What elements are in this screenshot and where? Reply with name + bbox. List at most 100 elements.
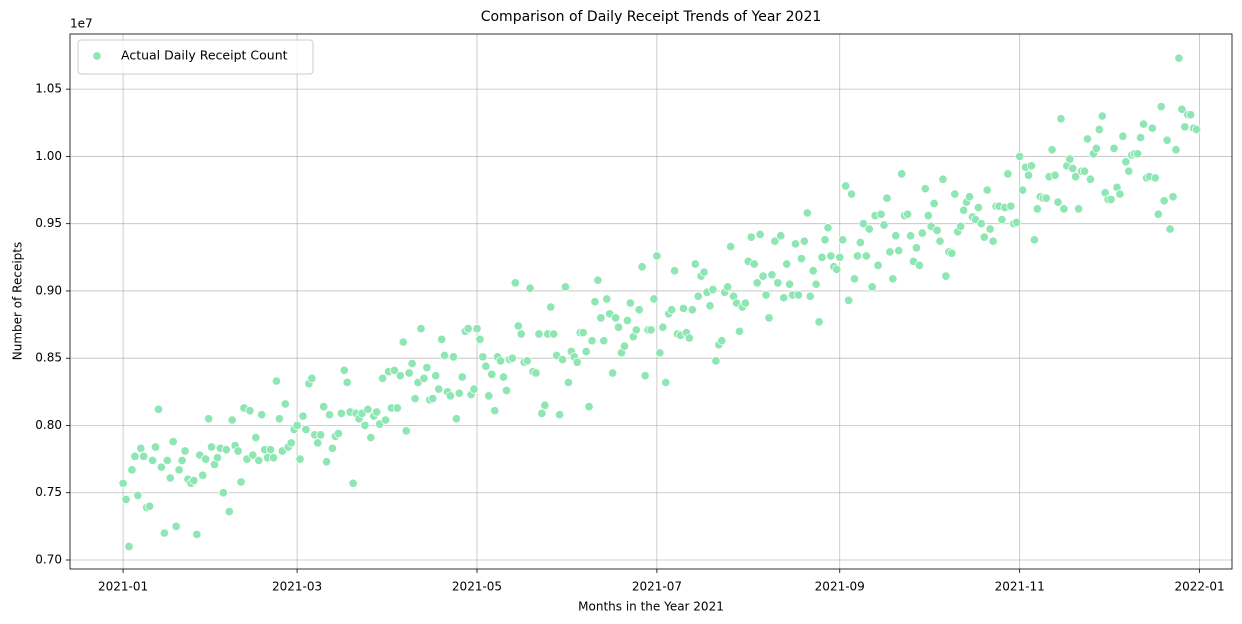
data-point — [1032, 204, 1042, 214]
data-point — [658, 322, 668, 332]
x-tick-label: 2021-01 — [98, 580, 148, 594]
data-point — [419, 373, 429, 383]
y-tick-label: 0.85 — [35, 351, 62, 365]
data-point — [1153, 209, 1163, 219]
data-point — [481, 361, 491, 371]
data-point — [670, 266, 680, 276]
data-point — [726, 241, 736, 252]
data-point — [740, 298, 750, 308]
data-point — [1180, 122, 1190, 132]
data-point — [472, 324, 482, 334]
data-point — [805, 291, 815, 301]
data-point — [841, 181, 851, 191]
data-point — [531, 368, 541, 378]
data-point — [171, 521, 181, 531]
data-point — [1109, 143, 1119, 153]
data-point — [525, 283, 535, 293]
data-point — [614, 322, 624, 332]
data-point — [165, 473, 175, 483]
data-point — [938, 174, 948, 184]
data-point — [445, 391, 456, 401]
data-point — [1029, 235, 1039, 245]
data-point — [1097, 111, 1107, 121]
data-point — [1006, 201, 1016, 211]
data-point — [212, 453, 223, 463]
data-point — [767, 270, 777, 280]
data-point — [286, 438, 296, 448]
data-point — [873, 260, 883, 270]
data-point — [897, 169, 907, 179]
data-point — [599, 336, 609, 346]
data-point — [204, 414, 214, 424]
data-point — [192, 529, 202, 539]
data-point — [622, 315, 632, 326]
data-point — [1121, 157, 1131, 167]
data-point — [846, 189, 857, 199]
legend-box — [77, 39, 314, 75]
data-point — [637, 262, 647, 272]
data-point — [1068, 163, 1078, 174]
data-point — [451, 414, 461, 424]
data-point — [593, 275, 603, 285]
data-point — [779, 293, 789, 303]
data-point — [879, 220, 889, 230]
data-point — [1162, 135, 1172, 145]
data-point — [917, 228, 927, 238]
data-point — [280, 399, 290, 409]
data-point — [401, 426, 411, 436]
data-point — [1156, 102, 1166, 112]
data-point — [428, 394, 438, 404]
data-point — [416, 324, 426, 334]
data-point — [339, 365, 349, 375]
x-axis-label: Months in the Year 2021 — [578, 600, 724, 614]
data-point — [649, 294, 659, 304]
grid — [70, 34, 1232, 569]
data-point — [378, 373, 388, 383]
data-point — [811, 279, 821, 289]
data-point — [1026, 161, 1037, 171]
data-point — [835, 252, 845, 262]
data-point — [555, 410, 565, 420]
data-point — [619, 341, 630, 351]
data-point — [1094, 124, 1104, 135]
data-point — [652, 251, 662, 261]
data-point — [410, 394, 420, 404]
data-point — [145, 501, 155, 511]
data-point — [1159, 196, 1169, 206]
data-point — [121, 494, 131, 505]
data-point — [655, 348, 665, 358]
data-point — [295, 454, 305, 464]
data-point — [1133, 149, 1143, 159]
data-point — [640, 371, 650, 381]
data-point — [584, 402, 594, 412]
data-point — [790, 239, 801, 249]
data-point — [319, 402, 329, 412]
data-point — [510, 278, 520, 288]
data-point — [174, 465, 184, 475]
data-point — [1003, 169, 1013, 179]
data-point — [1047, 145, 1057, 155]
data-point — [611, 313, 621, 323]
data-point — [761, 290, 771, 300]
data-point — [1115, 189, 1125, 199]
data-point — [793, 290, 804, 300]
data-point — [434, 384, 444, 394]
data-point — [905, 231, 916, 241]
data-point — [1053, 197, 1063, 207]
data-point — [667, 305, 677, 315]
data-point — [198, 470, 208, 480]
data-point — [587, 336, 597, 346]
y-tick-label: 0.90 — [35, 283, 62, 297]
data-point — [1118, 131, 1128, 141]
data-point — [1074, 204, 1084, 214]
data-point — [1041, 193, 1051, 203]
data-point — [625, 298, 635, 308]
y-axis-label: Number of Receipts — [11, 242, 25, 360]
data-point — [808, 266, 818, 276]
data-point — [177, 455, 187, 465]
data-point — [236, 477, 246, 487]
data-point — [864, 224, 874, 234]
x-tick-label: 2021-09 — [815, 580, 865, 594]
data-point — [941, 271, 951, 281]
